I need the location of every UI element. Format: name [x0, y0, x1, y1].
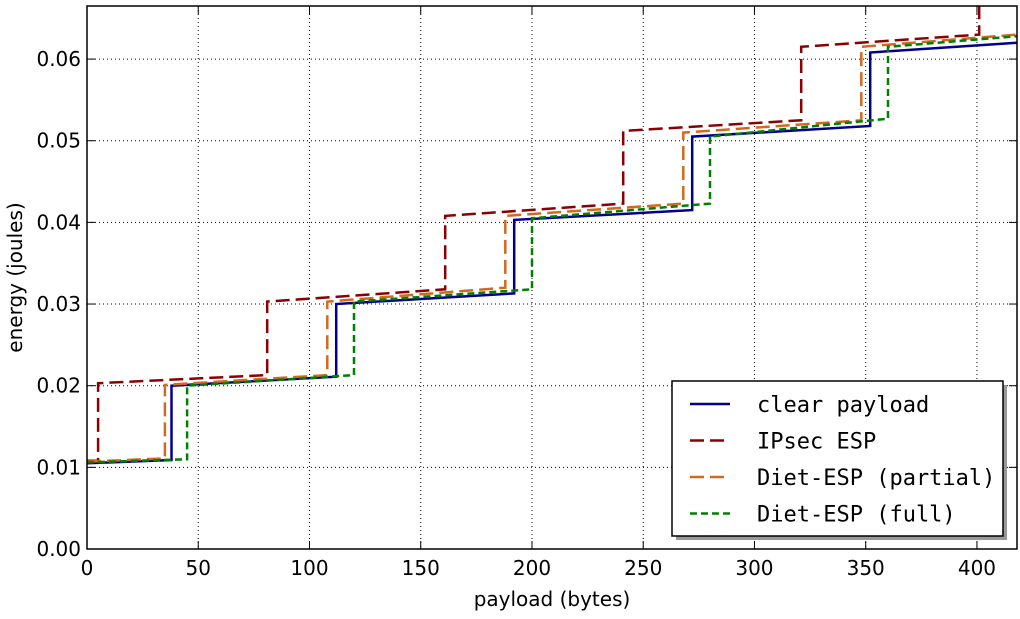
axis-ticks: 0 50 100 150 200 250 300 350 400 0.00 0.01 0.02 0.03… — [36, 6, 1017, 580]
legend-label: Diet-ESP (partial) — [757, 466, 995, 491]
y-axis-label: energy (joules) — [3, 202, 27, 352]
x-tick-label: 300 — [735, 556, 773, 580]
y-tick-label: 0.00 — [36, 537, 81, 561]
series-line-diet-esp-partial — [87, 33, 1017, 463]
x-tick-label: 350 — [847, 556, 885, 580]
x-tick-label: 400 — [958, 556, 996, 580]
series-line-diet-esp-full — [87, 34, 1017, 464]
legend-label: clear payload — [757, 393, 929, 418]
plot-frame — [86, 5, 1018, 550]
series-lines — [87, 6, 1017, 465]
y-tick-label: 0.05 — [36, 129, 81, 153]
y-tick-label: 0.06 — [36, 47, 81, 71]
y-tick-label: 0.02 — [36, 374, 81, 398]
legend-box — [671, 380, 1004, 537]
x-tick-label: 150 — [402, 556, 440, 580]
y-tick-label: 0.04 — [36, 210, 81, 234]
y-tick-label: 0.01 — [36, 455, 81, 479]
x-tick-label: 200 — [513, 556, 551, 580]
x-tick-label: 50 — [186, 556, 211, 580]
x-axis-label: payload (bytes) — [474, 587, 631, 611]
y-tick-label: 0.03 — [36, 292, 81, 316]
x-tick-label: 0 — [81, 556, 94, 580]
legend-label: IPsec ESP — [757, 430, 876, 455]
x-tick-label: 100 — [290, 556, 328, 580]
x-tick-label: 250 — [624, 556, 662, 580]
series-line-ipsec-esp — [87, 6, 981, 463]
series-line-clear-payload — [87, 41, 1017, 465]
legend-label: Diet-ESP (full) — [757, 503, 956, 528]
legend: clear payload IPsec ESP Diet-ESP (partial)… — [671, 380, 1007, 540]
